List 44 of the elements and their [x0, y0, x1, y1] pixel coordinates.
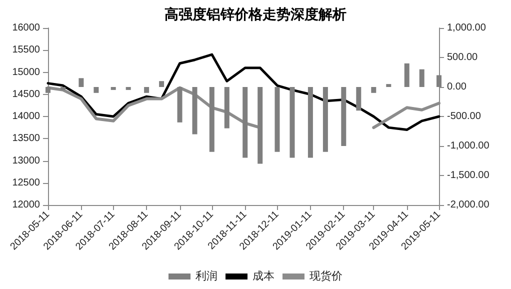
bar — [60, 87, 66, 90]
legend-label: 成本 — [252, 270, 274, 282]
bar — [258, 87, 263, 164]
bar — [386, 84, 392, 87]
bar — [144, 87, 150, 93]
bar — [177, 87, 182, 122]
bar — [404, 63, 410, 87]
legend-label: 利润 — [196, 270, 218, 282]
y-tick-label: 12000 — [12, 200, 40, 210]
bar — [110, 87, 116, 90]
bar — [192, 87, 198, 134]
chart-title: 高强度铝锌价格走势深度解析 — [164, 6, 346, 22]
bar — [274, 87, 280, 152]
bar — [290, 87, 295, 158]
bar — [94, 87, 99, 93]
bar — [242, 87, 248, 158]
bar — [419, 69, 424, 87]
y2-tick-label: 1,000.00 — [447, 22, 486, 34]
y2-tick-label: -2,000.00 — [447, 200, 490, 210]
legend-label: 现货价 — [310, 270, 342, 282]
y-tick-label: 13000 — [12, 155, 40, 166]
y-tick-label: 12500 — [12, 177, 40, 188]
y2-tick-label: 500.00 — [447, 52, 478, 63]
bar — [341, 87, 346, 146]
y2-tick-label: -1,000.00 — [447, 140, 490, 152]
bar — [322, 87, 328, 152]
bar — [78, 78, 84, 87]
y-tick-label: 15000 — [12, 66, 40, 78]
bar — [126, 87, 131, 90]
y2-tick-label: -1,500.00 — [447, 170, 490, 181]
y-tick-label: 14000 — [12, 111, 40, 122]
y-tick-label: 16000 — [12, 22, 40, 34]
bar — [371, 87, 376, 93]
y-tick-label: 13500 — [12, 133, 40, 144]
bar — [308, 87, 313, 158]
bar — [209, 87, 214, 152]
y-tick-label: 15500 — [12, 44, 40, 56]
bar — [224, 87, 230, 128]
bar — [356, 87, 362, 111]
y2-tick-label: 0.00 — [447, 82, 467, 92]
bar — [159, 81, 164, 87]
y-tick-label: 14500 — [12, 88, 40, 100]
y2-tick-label: -500.00 — [447, 111, 482, 122]
line-series — [46, 53, 440, 132]
